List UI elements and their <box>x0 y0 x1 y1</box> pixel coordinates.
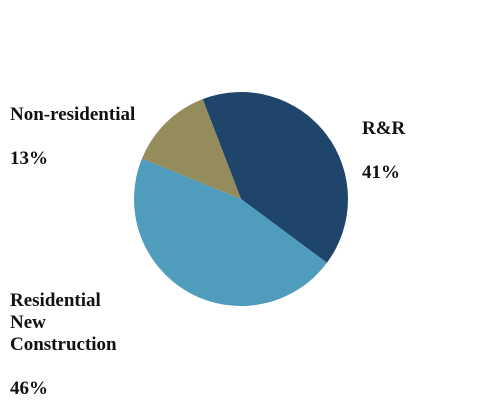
pie-slice-nonres <box>141 99 241 199</box>
slice-label-residential-new-construction: Residential New Construction 46% <box>10 268 117 400</box>
slice-value-non-residential: 13% <box>10 148 48 169</box>
slice-label-rr: R&R 41% <box>362 96 405 184</box>
slice-name-non-residential: Non-residential <box>10 104 136 125</box>
pie-slice-res <box>133 158 327 307</box>
slice-value-residential-new-construction: 46% <box>10 378 48 399</box>
slice-name-residential-new-construction: Residential New Construction <box>10 290 117 355</box>
slice-label-non-residential: Non-residential 13% <box>10 82 135 170</box>
slice-name-rr: R&R <box>362 118 406 139</box>
slice-value-rr: 41% <box>362 162 400 183</box>
pie-slice-rr <box>202 92 349 263</box>
